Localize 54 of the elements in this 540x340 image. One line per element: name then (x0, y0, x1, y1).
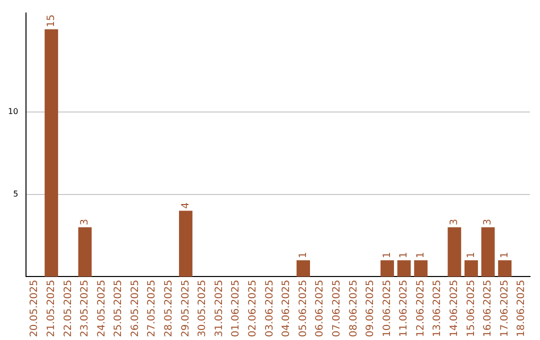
data-label: 15 (46, 14, 57, 28)
bar (380, 260, 394, 277)
y-tick-label: 5 (13, 189, 18, 198)
data-label: 1 (499, 252, 510, 258)
x-tick-label: 27.05.2025 (146, 280, 158, 338)
bar (397, 260, 411, 277)
x-tick-label: 14.06.2025 (449, 280, 460, 338)
x-tick-label: 03.06.2025 (264, 280, 276, 338)
x-tick-label: 28.05.2025 (164, 280, 175, 338)
x-tick-label: 30.05.2025 (197, 280, 208, 338)
data-label: 1 (382, 252, 393, 258)
data-label: 4 (180, 202, 192, 209)
x-tick-label: 26.05.2025 (130, 280, 141, 338)
y-tick-label: 10 (8, 106, 18, 116)
bar (414, 260, 428, 277)
data-label: 1 (466, 252, 477, 258)
x-tick-label: 31.05.2025 (214, 280, 225, 338)
data-label: 3 (482, 218, 494, 226)
x-tick-label: 22.05.2025 (62, 280, 74, 338)
data-label: 3 (80, 218, 91, 226)
x-tick-label: 05.06.2025 (298, 280, 309, 338)
x-tick-label: 07.06.2025 (331, 280, 342, 338)
x-tick-label: 09.06.2025 (365, 280, 376, 338)
x-tick-label: 17.06.2025 (499, 280, 510, 338)
bar (464, 260, 478, 277)
x-tick-label: 01.06.2025 (230, 280, 242, 338)
bar (78, 227, 92, 277)
x-tick-label: 23.05.2025 (80, 280, 91, 338)
data-label: 1 (415, 252, 426, 258)
x-tick-label: 25.05.2025 (113, 280, 124, 338)
bar (44, 29, 58, 277)
x-tick-label: 10.06.2025 (382, 280, 393, 338)
data-label: 3 (449, 218, 460, 226)
x-tick-label: 04.06.2025 (281, 280, 292, 338)
x-tick-label: 11.06.2025 (398, 280, 410, 338)
x-tick-label: 18.06.2025 (516, 280, 528, 338)
bar (481, 227, 495, 277)
x-tick-label: 08.06.2025 (348, 280, 360, 338)
x-tick-label: 13.06.2025 (432, 280, 444, 338)
x-tick-label: 02.06.2025 (247, 280, 258, 338)
x-tick-label: 21.05.2025 (46, 280, 57, 338)
bar (296, 260, 310, 277)
bar (448, 227, 462, 277)
data-label: 1 (398, 252, 410, 258)
x-tick-label: 24.05.2025 (96, 280, 108, 338)
x-tick-label: 16.06.2025 (482, 280, 494, 338)
x-tick-label: 20.05.2025 (29, 280, 40, 338)
bar (179, 210, 192, 277)
data-label: 1 (298, 252, 309, 258)
x-tick-label: 15.06.2025 (466, 280, 477, 338)
x-tick-label: 29.05.2025 (180, 280, 192, 338)
x-tick-label: 12.06.2025 (415, 280, 426, 338)
x-tick-label: 06.06.2025 (314, 280, 326, 338)
bar (498, 260, 512, 277)
